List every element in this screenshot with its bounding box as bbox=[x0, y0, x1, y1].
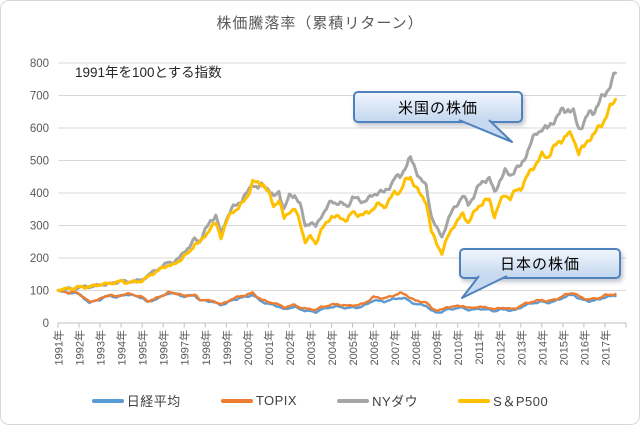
y-axis-label: 400 bbox=[30, 188, 49, 200]
legend-label-nydow: NYダウ bbox=[372, 394, 419, 409]
callout-japan-tail bbox=[461, 275, 508, 299]
x-axis-label: 2001年 bbox=[262, 330, 276, 365]
y-axis-label: 500 bbox=[30, 156, 49, 168]
x-axis-label: 1999年 bbox=[220, 330, 234, 365]
legend-item-nydow: NYダウ bbox=[337, 391, 418, 410]
x-axis-label: 1997年 bbox=[178, 330, 192, 365]
legend-swatch-nydow bbox=[337, 398, 370, 403]
callout-us-tail bbox=[458, 119, 513, 143]
x-axis-label: 1995年 bbox=[136, 330, 150, 365]
x-axis-label: 1992年 bbox=[73, 330, 87, 365]
y-axis-label: 200 bbox=[30, 253, 49, 265]
x-axis-label: 2016年 bbox=[577, 330, 591, 365]
legend-swatch-topix bbox=[220, 398, 253, 403]
legend-swatch-nikkei bbox=[91, 398, 124, 403]
callout-japan-stocks: 日本の株価 bbox=[459, 248, 621, 279]
x-axis-label: 1998年 bbox=[199, 330, 213, 365]
y-axis-label: 700 bbox=[30, 91, 49, 103]
x-axis-label: 2004年 bbox=[325, 330, 339, 365]
legend-item-topix: TOPIX bbox=[220, 391, 298, 410]
legend-label-nikkei: 日経平均 bbox=[126, 394, 181, 409]
x-axis-label: 2009年 bbox=[430, 330, 444, 365]
y-axis-label: 300 bbox=[30, 221, 49, 233]
legend-swatch-sp500 bbox=[458, 398, 491, 403]
series-line-nydow bbox=[56, 71, 617, 292]
series-line-sp500 bbox=[56, 97, 617, 292]
callout-jp-text: 日本の株価 bbox=[499, 256, 580, 273]
x-axis-label: 2008年 bbox=[409, 330, 423, 365]
y-axis-label: 0 bbox=[43, 318, 49, 330]
x-axis-label: 1991年 bbox=[52, 330, 66, 365]
x-axis-label: 2015年 bbox=[556, 330, 570, 365]
x-axis-label: 2011年 bbox=[472, 330, 486, 365]
y-axis-label: 800 bbox=[30, 58, 49, 70]
x-axis-label: 2013年 bbox=[514, 330, 528, 365]
x-axis-label: 2014年 bbox=[535, 330, 549, 365]
x-axis-label: 2012年 bbox=[493, 330, 507, 365]
y-axis-label: 600 bbox=[30, 123, 49, 135]
x-axis-label: 2002年 bbox=[283, 330, 297, 365]
legend: 日経平均 TOPIX NYダウ S＆P500 bbox=[1, 391, 639, 410]
x-axis-label: 1993年 bbox=[94, 330, 108, 365]
x-axis-label: 2005年 bbox=[346, 330, 360, 365]
series-line-topix bbox=[56, 289, 617, 312]
y-axis-label: 100 bbox=[30, 286, 49, 298]
x-axis-label: 2003年 bbox=[304, 330, 318, 365]
x-axis-label: 1994年 bbox=[115, 330, 129, 365]
callout-us-text: 米国の株価 bbox=[397, 99, 478, 117]
x-axis-label: 2007年 bbox=[388, 330, 402, 365]
x-axis-label: 2006年 bbox=[367, 330, 381, 365]
base-index-note: 1991年を100とする指数 bbox=[75, 65, 222, 80]
legend-item-nikkei: 日経平均 bbox=[91, 391, 181, 410]
chart-title: 株価騰落率（累積リターン） bbox=[216, 15, 424, 32]
x-axis-label: 2017年 bbox=[598, 330, 612, 365]
x-axis-label: 2000年 bbox=[241, 330, 255, 365]
x-axis-label: 1996年 bbox=[157, 330, 171, 365]
x-axis-label: 2010年 bbox=[451, 330, 465, 365]
legend-label-sp500: S＆P500 bbox=[493, 394, 549, 409]
callout-us-stocks: 米国の株価 bbox=[353, 91, 523, 123]
legend-item-sp500: S＆P500 bbox=[458, 391, 548, 410]
legend-label-topix: TOPIX bbox=[255, 393, 298, 408]
